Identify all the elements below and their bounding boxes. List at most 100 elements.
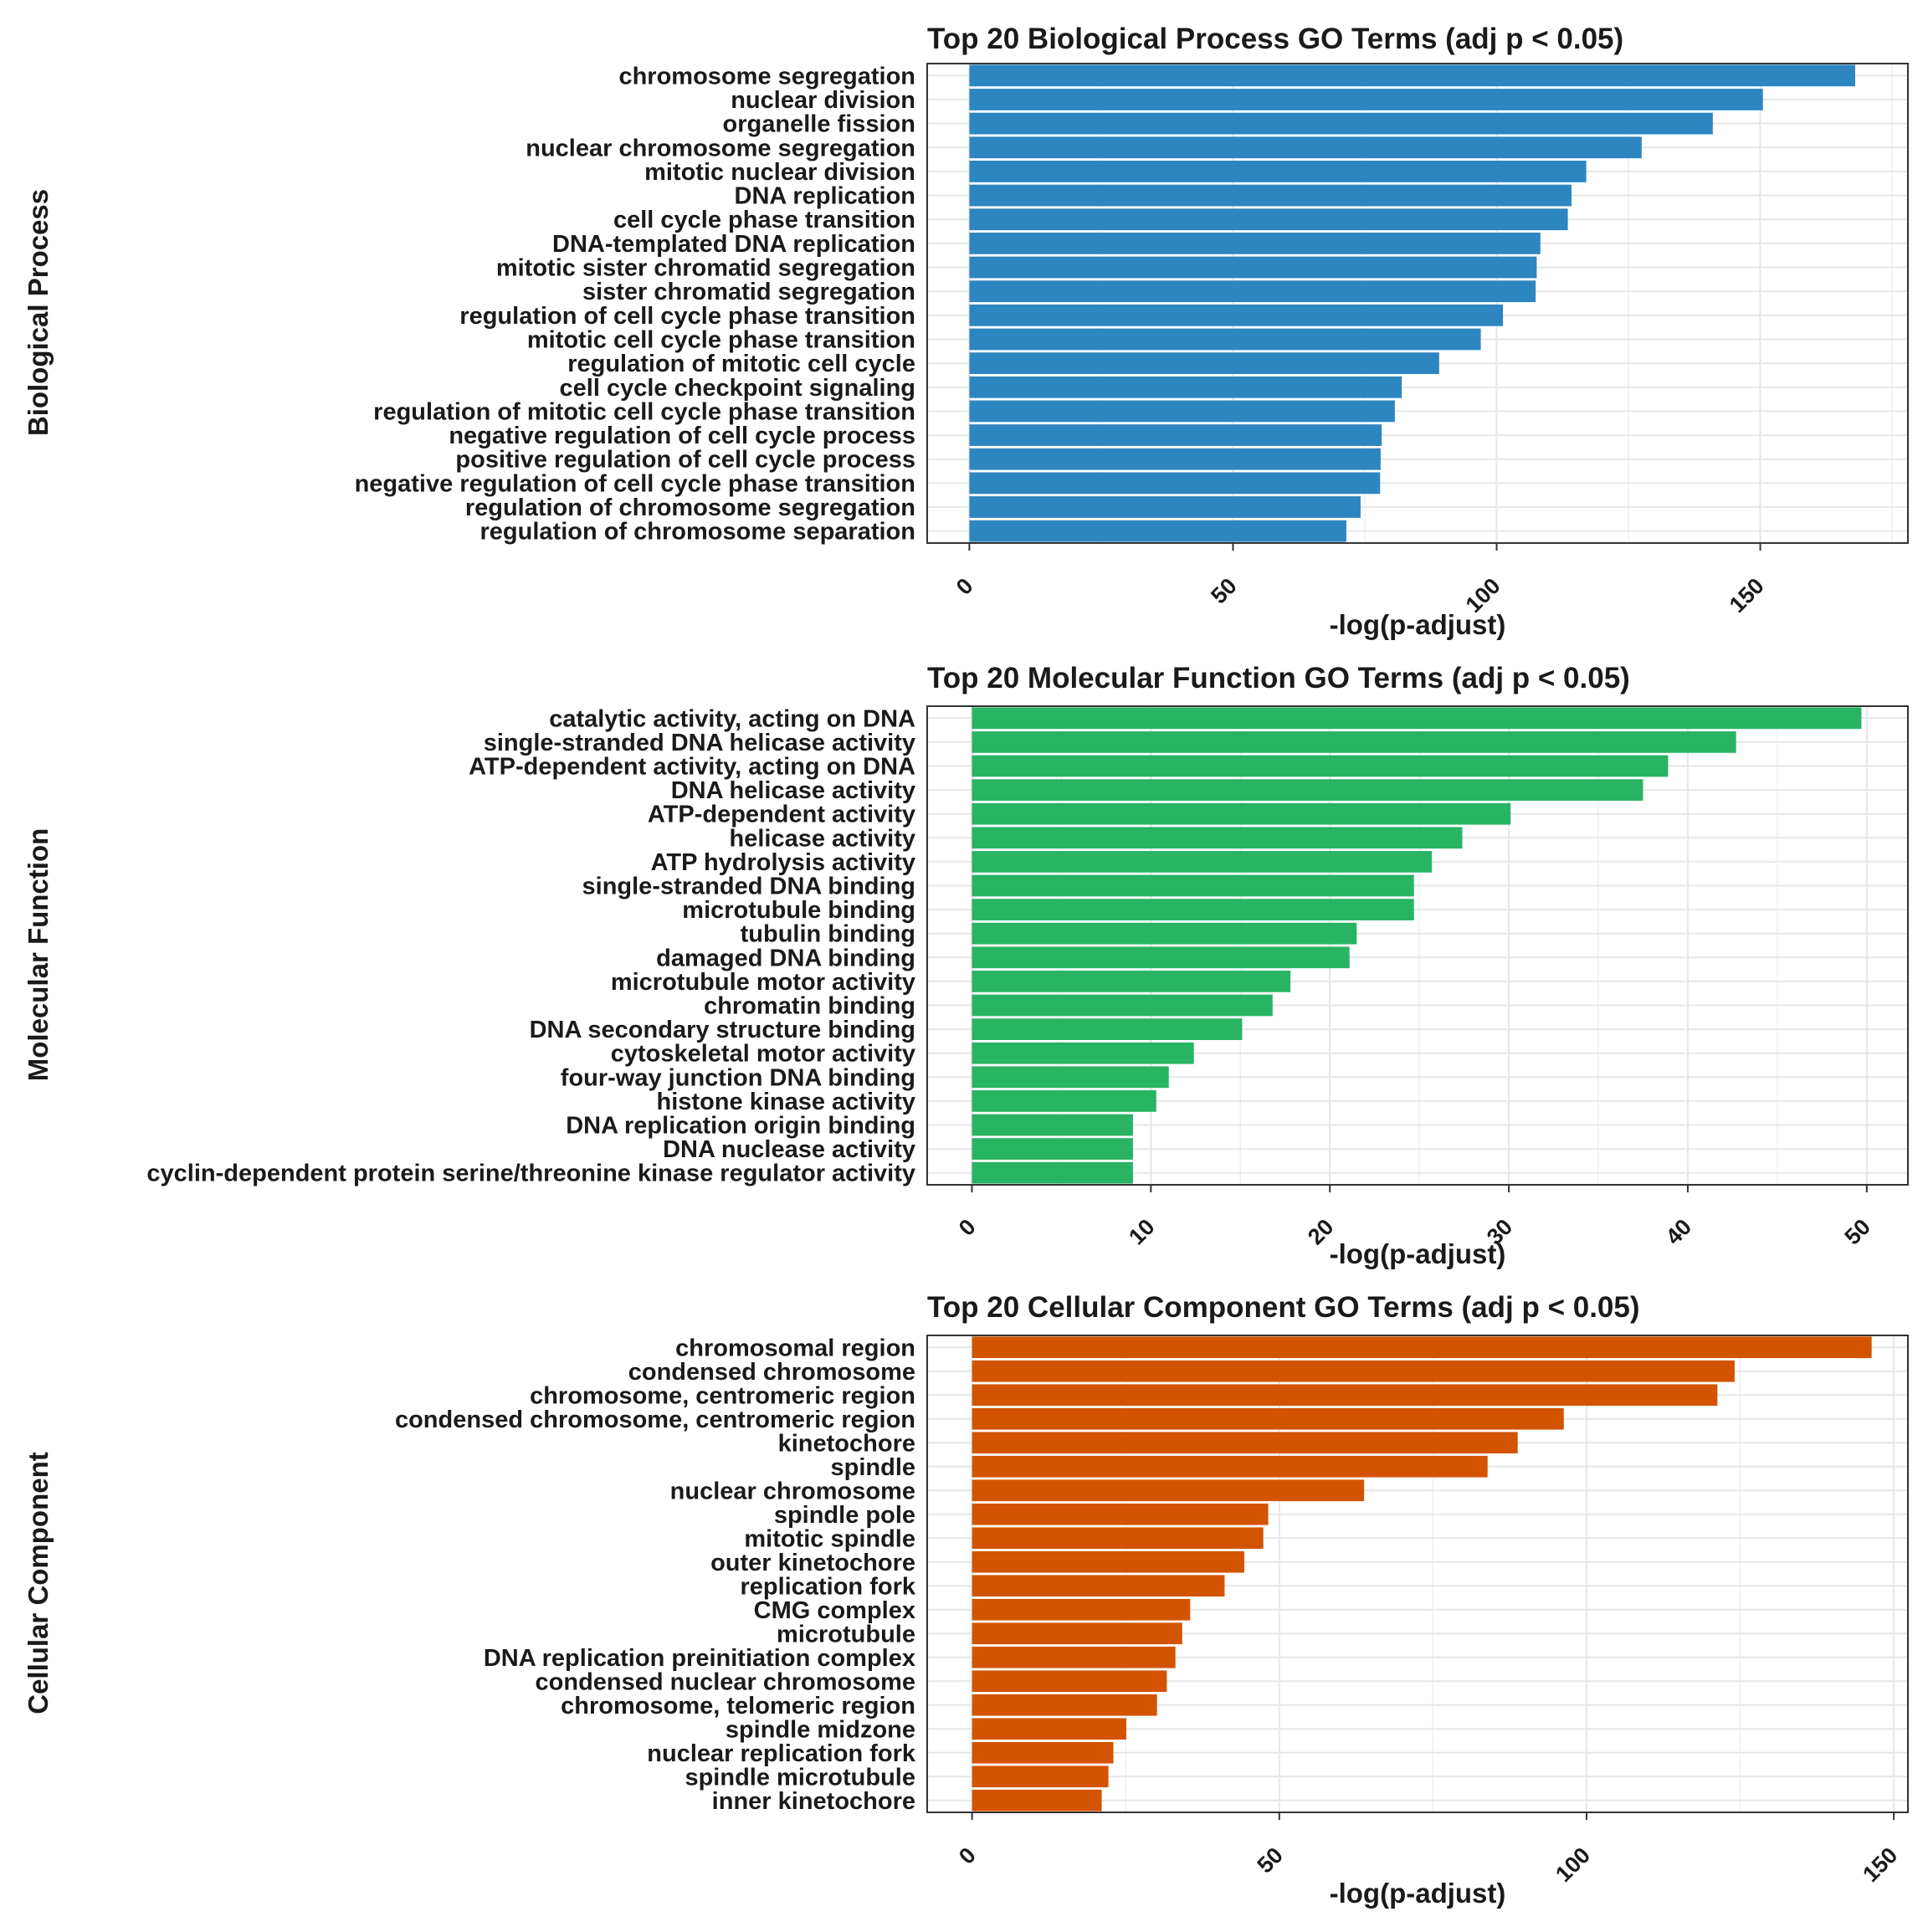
- bar-15: [972, 1670, 1167, 1693]
- x-axis-label: -log(p-adjust): [1330, 1238, 1506, 1269]
- x-tick-label: 10: [1124, 1214, 1159, 1249]
- plot-background: [927, 1335, 1908, 1812]
- bar-11: [969, 304, 1504, 326]
- bar-17: [969, 448, 1381, 470]
- category-label: nuclear replication fork: [647, 1740, 916, 1767]
- category-label: DNA replication origin binding: [566, 1113, 915, 1140]
- category-label: negative regulation of cell cycle phase …: [355, 470, 915, 497]
- category-label: DNA replication: [735, 183, 915, 210]
- bar-13: [972, 1622, 1182, 1645]
- bar-19: [969, 496, 1361, 518]
- bar-3: [969, 112, 1713, 135]
- category-label: cyclin-dependent protein serine/threonin…: [146, 1161, 915, 1187]
- category-label: four-way junction DNA binding: [561, 1064, 915, 1091]
- category-label: ATP hydrolysis activity: [651, 849, 915, 876]
- category-label: histone kinase activity: [657, 1089, 915, 1115]
- x-tick-label: 150: [1858, 1842, 1902, 1887]
- category-label: cell cycle checkpoint signaling: [560, 375, 915, 402]
- category-label: microtubule binding: [682, 897, 915, 924]
- y-axis-label: Molecular Function: [23, 828, 54, 1082]
- category-label: organelle fission: [723, 111, 915, 138]
- category-label: tubulin binding: [741, 921, 915, 948]
- bar-17: [972, 1090, 1156, 1112]
- bar-2: [969, 89, 1763, 110]
- bar-9: [972, 899, 1414, 920]
- category-label: spindle microtubule: [685, 1764, 915, 1791]
- bar-20: [969, 520, 1346, 542]
- x-tick-label: 50: [1253, 1842, 1288, 1878]
- bar-11: [972, 946, 1350, 969]
- category-label: negative regulation of cell cycle proces…: [449, 423, 915, 449]
- category-label: damaged DNA binding: [656, 945, 915, 971]
- category-label: nuclear division: [731, 87, 915, 114]
- bar-14: [972, 1018, 1243, 1040]
- category-label: chromosome, telomeric region: [561, 1693, 915, 1719]
- category-label: inner kinetochore: [712, 1788, 915, 1815]
- bar-12: [972, 1598, 1191, 1621]
- bar-5: [969, 161, 1587, 182]
- bar-1: [972, 1336, 1872, 1359]
- x-tick-label: 50: [1206, 573, 1241, 608]
- category-label: replication fork: [741, 1573, 916, 1600]
- bar-18: [969, 472, 1381, 495]
- category-label: chromatin binding: [704, 993, 915, 1020]
- category-label: spindle pole: [774, 1502, 915, 1529]
- bar-7: [969, 208, 1568, 231]
- bar-3: [972, 755, 1669, 777]
- bar-11: [972, 1575, 1225, 1597]
- bar-10: [972, 922, 1357, 945]
- category-label: DNA helicase activity: [671, 777, 915, 804]
- category-label: regulation of chromosome separation: [480, 519, 915, 546]
- category-label: chromosome segregation: [618, 63, 915, 90]
- category-label: regulation of mitotic cell cycle: [567, 351, 915, 377]
- bar-18: [972, 1741, 1114, 1764]
- chart-title: Top 20 Biological Process GO Terms (adj …: [927, 23, 1623, 55]
- plot-background: [927, 706, 1908, 1185]
- bar-1: [969, 64, 1855, 87]
- bar-4: [972, 779, 1643, 801]
- bar-14: [969, 376, 1402, 398]
- chart-title: Top 20 Molecular Function GO Terms (adj …: [927, 662, 1630, 694]
- category-label: cytoskeletal motor activity: [611, 1041, 915, 1068]
- bar-14: [972, 1646, 1176, 1668]
- x-tick-label: 150: [1725, 573, 1769, 618]
- category-label: kinetochore: [778, 1430, 915, 1457]
- category-label: regulation of cell cycle phase transitio…: [459, 303, 915, 330]
- bar-3: [972, 1384, 1718, 1407]
- category-label: DNA replication preinitiation complex: [484, 1645, 915, 1672]
- category-label: mitotic spindle: [744, 1525, 915, 1552]
- category-label: mitotic nuclear division: [644, 159, 915, 186]
- category-label: catalytic activity, acting on DNA: [549, 705, 915, 732]
- bar-1: [972, 707, 1862, 730]
- bar-12: [969, 328, 1481, 351]
- category-label: DNA-templated DNA replication: [552, 231, 915, 258]
- bar-4: [972, 1407, 1564, 1430]
- bar-8: [972, 874, 1414, 897]
- category-label: condensed chromosome: [628, 1359, 915, 1386]
- category-label: regulation of chromosome segregation: [465, 495, 915, 521]
- bar-16: [969, 424, 1382, 446]
- category-label: sister chromatid segregation: [582, 279, 915, 305]
- category-label: single-stranded DNA helicase activity: [484, 730, 915, 756]
- bar-6: [969, 184, 1572, 207]
- category-label: single-stranded DNA binding: [582, 874, 915, 900]
- category-label: CMG complex: [754, 1597, 915, 1624]
- category-label: nuclear chromosome: [670, 1478, 915, 1504]
- category-label: chromosome, centromeric region: [530, 1382, 915, 1409]
- x-tick-label: 0: [954, 1842, 981, 1869]
- category-label: chromosomal region: [675, 1335, 915, 1361]
- bar-4: [969, 136, 1642, 159]
- category-label: condensed chromosome, centromeric region: [395, 1407, 915, 1433]
- chart-panel-2: catalytic activity, acting on DNAsingle-…: [23, 662, 1909, 1269]
- x-tick-label: 0: [954, 1214, 981, 1241]
- category-label: spindle: [830, 1454, 915, 1481]
- category-label: outer kinetochore: [710, 1550, 915, 1576]
- category-label: ATP-dependent activity, acting on DNA: [469, 754, 915, 781]
- x-tick-label: 40: [1661, 1214, 1696, 1249]
- bar-20: [972, 1789, 1102, 1812]
- category-label: DNA secondary structure binding: [530, 1017, 915, 1043]
- bar-7: [972, 1479, 1365, 1502]
- bar-9: [969, 256, 1537, 279]
